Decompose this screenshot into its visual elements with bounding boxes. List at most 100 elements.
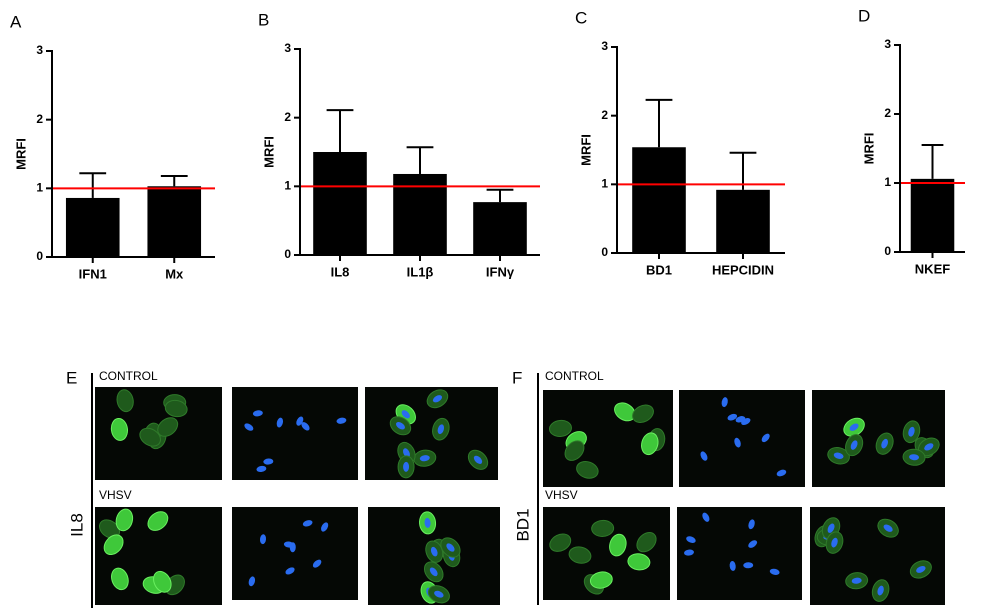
bar [473, 202, 527, 255]
y-axis-label: MRFI [861, 133, 876, 165]
nucleus [301, 422, 310, 431]
cell [103, 534, 124, 556]
micrograph [677, 507, 802, 600]
nucleus [312, 559, 322, 568]
micrograph [232, 507, 358, 600]
cell [627, 553, 651, 571]
micrograph [95, 507, 222, 605]
y-tick-label: 2 [884, 106, 891, 120]
cell [157, 417, 179, 437]
y-tick-label: 2 [601, 108, 608, 122]
nucleus [276, 417, 284, 428]
cell [549, 419, 572, 437]
cell [549, 533, 572, 552]
cell [636, 532, 657, 553]
nucleus [263, 458, 274, 465]
micrograph-background [232, 387, 358, 480]
bar [393, 173, 447, 255]
nucleus [446, 543, 455, 552]
cell [111, 567, 129, 591]
nucleus [924, 443, 934, 451]
nucleus [743, 562, 754, 569]
panel-label: C [575, 8, 587, 27]
micrograph [368, 507, 500, 605]
cell [147, 511, 169, 531]
cell [609, 533, 627, 557]
nucleus [761, 433, 770, 443]
nucleus [419, 455, 430, 462]
nucleus [849, 423, 859, 431]
condition-label: CONTROL [545, 369, 604, 383]
nucleus [877, 585, 884, 596]
cell [564, 440, 585, 461]
micrograph [232, 387, 358, 480]
nucleus [851, 577, 862, 584]
condition-label: VHSV [99, 488, 132, 502]
nucleus [321, 522, 329, 532]
panel-label: B [258, 10, 269, 29]
nucleus [248, 576, 256, 587]
micrograph [543, 390, 673, 487]
nucleus [401, 410, 410, 419]
micrograph [679, 390, 805, 487]
nucleus [908, 426, 915, 437]
nucleus [741, 417, 751, 426]
y-tick-label: 2 [284, 110, 291, 124]
nucleus [336, 417, 347, 424]
target-label: BD1 [513, 508, 532, 541]
x-tick-label: IL8 [331, 264, 350, 279]
nucleus [686, 536, 696, 543]
nucleus [395, 422, 405, 430]
panel-label: D [858, 6, 870, 25]
nucleus [700, 451, 708, 461]
y-tick-label: 3 [284, 41, 291, 55]
bar [910, 178, 955, 252]
x-tick-label: IL1β [407, 264, 434, 279]
nucleus [850, 440, 858, 450]
y-tick-label: 1 [36, 181, 43, 195]
micrograph [812, 390, 945, 487]
micrograph [95, 387, 222, 480]
nucleus [881, 438, 889, 449]
y-tick-label: 1 [284, 179, 291, 193]
y-axis-label: MRFI [578, 134, 593, 166]
nucleus [748, 519, 755, 530]
y-tick-label: 2 [36, 112, 43, 126]
nucleus [244, 423, 254, 431]
nucleus [769, 568, 780, 575]
panel-label: F [512, 368, 522, 387]
cell [139, 427, 161, 447]
x-tick-label: HEPCIDIN [712, 262, 774, 277]
panel-label: E [66, 368, 77, 387]
y-axis-label: MRFI [13, 138, 28, 170]
nucleus [403, 448, 410, 458]
nucleus [684, 549, 694, 556]
cell [116, 389, 134, 413]
x-tick-label: IFNγ [486, 264, 515, 279]
y-tick-label: 1 [884, 175, 891, 189]
nucleus [827, 523, 835, 533]
nucleus [437, 424, 445, 435]
nucleus [831, 537, 838, 548]
x-tick-label: Mx [165, 266, 184, 281]
nucleus [473, 455, 483, 464]
nucleus [432, 395, 442, 403]
x-tick-label: BD1 [646, 262, 672, 277]
nucleus [702, 512, 710, 522]
bar [147, 186, 202, 257]
nucleus [403, 461, 410, 472]
target-label: IL8 [67, 513, 86, 537]
nucleus [429, 567, 438, 577]
bar [716, 189, 770, 253]
nucleus [734, 437, 741, 448]
y-tick-label: 3 [36, 43, 43, 57]
nucleus [833, 452, 844, 459]
condition-label: VHSV [545, 488, 578, 502]
nucleus [721, 397, 728, 408]
micrograph-background [677, 507, 802, 600]
condition-label: CONTROL [99, 369, 158, 383]
y-tick-label: 0 [36, 249, 43, 263]
cell [589, 571, 613, 589]
nucleus [727, 413, 738, 421]
